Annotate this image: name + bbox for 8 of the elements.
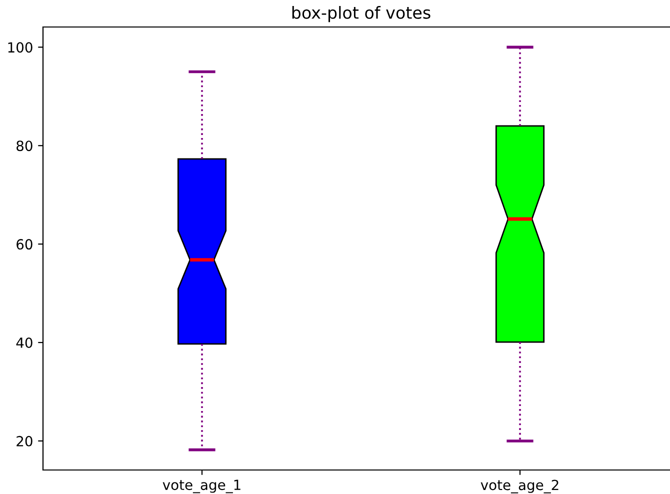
y-tick-label: 80 (16, 140, 32, 152)
y-tick-label: 60 (16, 239, 32, 250)
y-tick-label: 40 (16, 337, 32, 348)
y-tick-label: 100 (8, 42, 32, 53)
y-tick-label: 20 (16, 436, 32, 446)
x-tick-label: vote_age_2 (480, 480, 558, 494)
x-tick-label: vote_age_1 (162, 480, 240, 494)
chart-title: box-plot of votes (292, 6, 430, 22)
